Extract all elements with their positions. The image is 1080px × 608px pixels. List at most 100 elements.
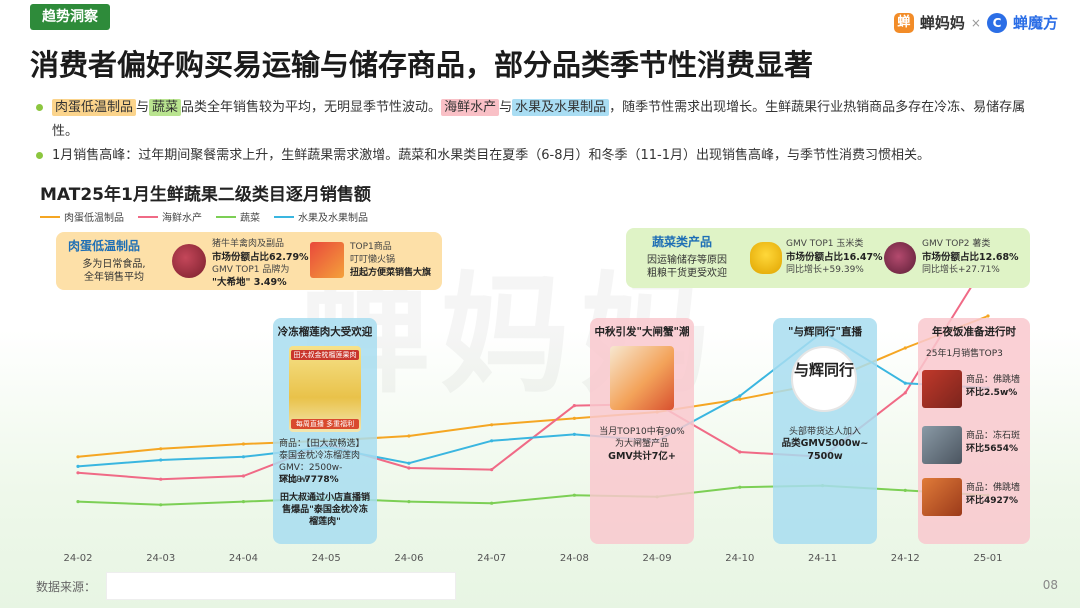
x-tick-label: 24-12 bbox=[890, 553, 920, 564]
highlight-term: 肉蛋低温制品 bbox=[52, 99, 137, 116]
legend-swatch bbox=[138, 215, 158, 218]
data-point bbox=[241, 500, 246, 504]
highlight-term: 海鲜水产 bbox=[441, 99, 500, 116]
panel-durian-l6: 售爆品"泰国金枕冷冻 bbox=[282, 505, 368, 515]
legend-item: 水果及水果制品 bbox=[274, 209, 368, 224]
chanmofang-logo-icon: C bbox=[986, 12, 1007, 33]
callout-right-sub2: 粗粮干货更受欢迎 bbox=[647, 268, 727, 279]
x-tick-label: 24-09 bbox=[642, 553, 672, 564]
legend-label: 水果及水果制品 bbox=[298, 213, 368, 224]
callout-left-t4: "大希地" 3.49% bbox=[212, 277, 287, 288]
fotiaoqiang-image-icon bbox=[922, 370, 962, 408]
data-point bbox=[159, 503, 163, 507]
data-point bbox=[407, 500, 411, 504]
bullet-1: 肉蛋低温制品与蔬菜 品类全年销售较为平均，无明显季节性波动。 海鲜水产与水果及水果制… bbox=[36, 96, 1046, 144]
callout-right-head: 蔬菜类产品 bbox=[652, 235, 713, 249]
chart-legend: 肉蛋低温制品 海鲜水产 蔬菜 水果及水果制品 bbox=[40, 209, 368, 224]
x-tick-label: 24-05 bbox=[311, 553, 341, 564]
data-point bbox=[407, 434, 411, 438]
x-tick-label: 24-02 bbox=[63, 553, 93, 564]
background-wash bbox=[0, 330, 1080, 608]
grouper-image-icon bbox=[922, 426, 962, 464]
highlight-term: 蔬菜 bbox=[149, 99, 182, 116]
panel-yuhui-head: "与辉同行"直播 bbox=[788, 326, 862, 338]
callout-vegetables: 蔬菜类产品 因运输储存等原因 粗粮干货更受欢迎 GMV TOP1 玉米类 市场份… bbox=[626, 228, 1030, 288]
legend-label: 肉蛋低温制品 bbox=[64, 213, 124, 224]
bullet-text: ，随季节性需求出现增长。生鲜蔬果行业热销商品多存在冷冻、易储存属性。 bbox=[52, 100, 1026, 139]
callout-right-t1: GMV TOP1 玉米类 bbox=[786, 239, 864, 249]
legend-item: 海鲜水产 bbox=[138, 209, 202, 224]
callout-right-t3: 同比增长+59.39% bbox=[786, 265, 864, 275]
durian-product-image-icon: 田大叔金枕榴莲果肉 每周直播 多重福利 bbox=[289, 346, 361, 432]
legend-swatch bbox=[216, 215, 236, 218]
chart-title: MAT25年1月生鲜蔬果二级类目逐月销售额 bbox=[40, 185, 371, 205]
legend-swatch bbox=[40, 215, 60, 218]
x-tick-label: 24-11 bbox=[808, 553, 838, 564]
data-point bbox=[159, 458, 163, 462]
legend-item: 肉蛋低温制品 bbox=[40, 209, 124, 224]
data-point bbox=[159, 477, 163, 481]
callout-right-t6: 同比增长+27.71% bbox=[922, 265, 1000, 275]
callout-left-t5: TOP1商品 bbox=[350, 242, 392, 252]
callout-left-t2: 市场份额占比62.79% bbox=[212, 252, 309, 263]
x-tick-label: 24-07 bbox=[477, 553, 507, 564]
callout-left-t7: 扭起方便菜销售大旗 bbox=[350, 268, 432, 278]
data-point bbox=[572, 416, 576, 420]
panel-yuhui: "与辉同行"直播 与辉同行 头部带货达人加入 品类GMV5000w~ 7500w bbox=[773, 318, 877, 544]
data-point bbox=[76, 471, 80, 475]
panel-crab-l2: 为大闸蟹产品 bbox=[614, 439, 669, 449]
fotiaoqiang-2-image-icon bbox=[922, 478, 962, 516]
data-point bbox=[903, 381, 907, 385]
panel-new-year-sub: 25年1月销售TOP3 bbox=[926, 349, 1003, 359]
x-tick-label: 24-04 bbox=[228, 553, 258, 564]
panel-durian-l1: 商品：【田大叔畅选】 bbox=[279, 439, 365, 449]
page-title: 消费者偏好购买易运输与储存商品，部分品类季节性消费显著 bbox=[30, 48, 814, 82]
callout-left-sub1: 多为日常食品, bbox=[82, 259, 146, 270]
brand-name-2: 蝉魔方 bbox=[1012, 14, 1058, 32]
x-tick-label: 24-06 bbox=[394, 553, 424, 564]
panel-crab-l3: GMV共计7亿+ bbox=[608, 451, 676, 462]
data-point bbox=[241, 455, 246, 459]
data-point bbox=[903, 391, 907, 395]
panel-durian-l3: GMV：2500w-5000w bbox=[279, 463, 343, 485]
data-point bbox=[159, 447, 163, 451]
callout-left-t6: 叮叮懒火锅 bbox=[350, 255, 396, 265]
top3-row-3: 商品：佛跳墙 环比4927% bbox=[922, 478, 1026, 516]
callout-right-t4: GMV TOP2 薯类 bbox=[922, 239, 991, 249]
durian-image-badge: 每周直播 多重福利 bbox=[291, 419, 359, 429]
panel-crab-l1: 当月TOP10中有90% bbox=[599, 427, 685, 437]
data-point bbox=[490, 423, 494, 427]
legend-swatch bbox=[274, 215, 294, 218]
data-point bbox=[986, 314, 990, 318]
data-point bbox=[407, 466, 411, 470]
data-point bbox=[903, 488, 907, 492]
data-point bbox=[572, 404, 576, 408]
data-point bbox=[241, 442, 246, 446]
data-point bbox=[738, 485, 742, 489]
top3-row-3-growth: 环比4927% bbox=[966, 496, 1019, 506]
panel-durian-l2: 泰国金枕冷冻榴莲肉 bbox=[279, 451, 361, 461]
data-point bbox=[738, 394, 742, 398]
callout-left-t1: 猪牛羊禽肉及副品 bbox=[212, 239, 285, 249]
bullet-text: 品类全年销售较为平均，无明显季节性波动。 bbox=[181, 100, 442, 115]
top3-row-2-growth: 环比5654% bbox=[966, 444, 1019, 454]
page-number: 08 bbox=[1042, 578, 1058, 592]
corn-image-icon bbox=[750, 242, 782, 274]
data-point bbox=[241, 474, 246, 478]
data-point bbox=[407, 461, 411, 465]
panel-new-year: 年夜饭准备进行时 25年1月销售TOP3 商品：佛跳墙 环比2.5w% 商品：冻… bbox=[918, 318, 1030, 544]
x-tick-label: 24-03 bbox=[146, 553, 176, 564]
data-point bbox=[490, 501, 494, 505]
section-tag: 趋势洞察 bbox=[30, 4, 110, 30]
callout-left-sub2: 全年销售平均 bbox=[84, 272, 144, 283]
durian-image-caption: 田大叔金枕榴莲果肉 bbox=[291, 350, 359, 360]
panel-yuhui-l1: 头部带货达人加入 bbox=[788, 427, 861, 437]
panel-durian-l4: 环比+7778% bbox=[279, 475, 339, 485]
x-tick-label: 24-08 bbox=[559, 553, 589, 564]
legend-label: 海鲜水产 bbox=[162, 213, 202, 224]
highlight-term: 水果及水果制品 bbox=[512, 99, 610, 116]
panel-crab-head: 中秋引发"大闸蟹"潮 bbox=[594, 326, 690, 338]
bullet-text: 与 bbox=[499, 100, 513, 115]
data-source-redacted bbox=[106, 572, 456, 600]
chanmama-logo-icon: 蝉 bbox=[893, 12, 914, 33]
